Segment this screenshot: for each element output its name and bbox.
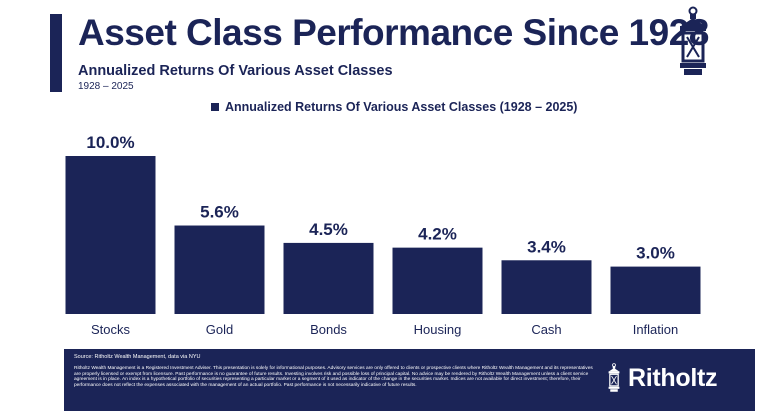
x-tick-label-cash: Cash (531, 322, 561, 337)
bar-cash (501, 260, 592, 314)
lantern-icon (680, 6, 706, 75)
lantern-icon (608, 363, 620, 392)
data-label-housing: 4.2% (418, 225, 457, 244)
bar-stocks (65, 156, 156, 314)
footer: Source: Ritholtz Wealth Management, data… (64, 349, 755, 411)
x-tick-label-bonds: Bonds (310, 322, 347, 337)
page-title: Asset Class Performance Since 1928 (78, 12, 709, 53)
data-label-stocks: 10.0% (86, 133, 134, 152)
data-label-gold: 5.6% (200, 203, 239, 222)
brand-name: Ritholtz (628, 363, 718, 392)
bar-gold (174, 225, 265, 314)
bar-housing (392, 247, 483, 314)
title-accent-bar (50, 14, 62, 92)
x-tick-label-gold: Gold (206, 322, 233, 337)
bar-bonds (283, 242, 374, 314)
x-tick-label-housing: Housing (414, 322, 462, 337)
data-label-inflation: 3.0% (636, 244, 675, 263)
chart-legend: Annualized Returns Of Various Asset Clas… (211, 100, 577, 114)
x-tick-label-inflation: Inflation (633, 322, 679, 337)
legend-swatch (211, 103, 219, 111)
legend-label: Annualized Returns Of Various Asset Clas… (225, 100, 578, 114)
footer-source: Source: Ritholtz Wealth Management, data… (74, 354, 201, 360)
brand-logo: Ritholtz (604, 363, 718, 393)
footer-disclaimer: Ritholtz Wealth Management is a Register… (74, 366, 593, 388)
bar-inflation (610, 266, 701, 314)
data-label-cash: 3.4% (527, 237, 566, 256)
date-range: 1928 – 2025 (78, 81, 134, 92)
x-tick-label-stocks: Stocks (91, 322, 131, 337)
bar-chart: 10.0% Stocks 5.6% Gold 4.5% Bonds 4.2% Housing 3… (65, 133, 701, 337)
data-label-bonds: 4.5% (309, 220, 348, 239)
page-subtitle: Annualized Returns Of Various Asset Clas… (78, 63, 393, 79)
